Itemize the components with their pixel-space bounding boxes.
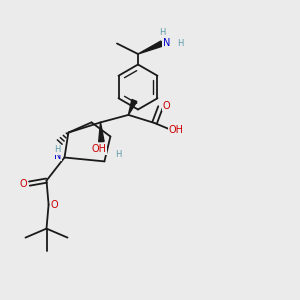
Polygon shape — [99, 122, 104, 142]
Polygon shape — [128, 100, 137, 115]
Text: H: H — [177, 39, 183, 48]
Text: H: H — [54, 146, 60, 154]
Text: OH: OH — [168, 124, 183, 135]
Text: O: O — [20, 178, 27, 189]
Text: OH: OH — [92, 144, 106, 154]
Text: H: H — [115, 150, 121, 159]
Text: H: H — [159, 28, 165, 37]
Text: O: O — [50, 200, 58, 210]
Text: N: N — [54, 151, 61, 161]
Text: O: O — [162, 100, 170, 111]
Text: N: N — [163, 38, 170, 49]
Polygon shape — [138, 41, 163, 54]
